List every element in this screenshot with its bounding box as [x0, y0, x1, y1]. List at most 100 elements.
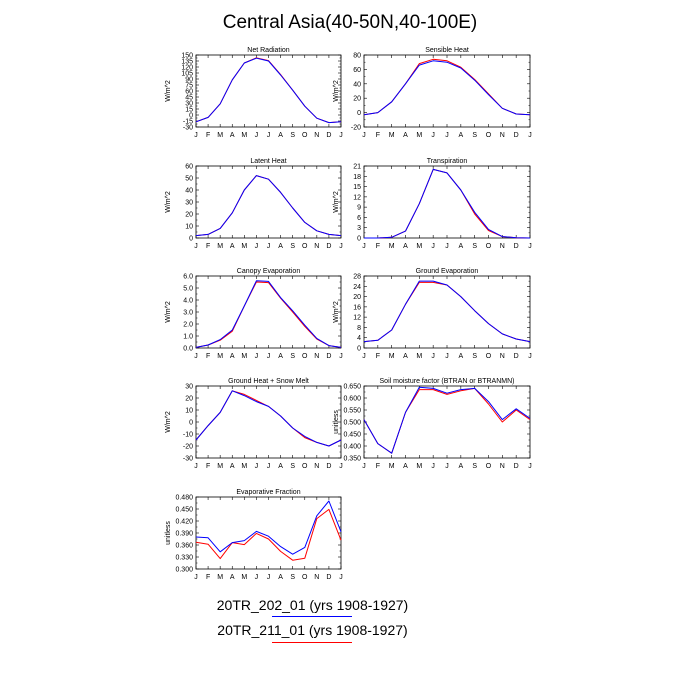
xtick-label: A [278, 132, 283, 139]
xtick-label: N [314, 243, 319, 250]
panel-ylabel-1: W/m^2 [165, 80, 172, 102]
main-title: Central Asia(40-50N,40-100E) [222, 12, 478, 33]
xtick-label: M [241, 463, 247, 470]
xtick-label: J [339, 574, 343, 581]
xtick-label: J [339, 243, 343, 250]
ytick-label: 30 [185, 384, 193, 391]
panel-frame-7 [195, 385, 342, 459]
ytick-label: 75 [185, 83, 193, 90]
ytick-label: 0.390 [175, 531, 193, 538]
xtick-label: J [255, 463, 259, 470]
ytick-label: 0 [357, 110, 361, 117]
panel-title-1: Net Radiation [247, 47, 290, 54]
ytick-label: 2.0 [183, 322, 193, 329]
xtick-label: N [500, 463, 505, 470]
ytick-label: 0.550 [343, 408, 361, 415]
xtick-label: J [362, 353, 366, 360]
xtick-label: J [339, 463, 343, 470]
xtick-label: S [290, 574, 295, 581]
xtick-label: F [206, 243, 210, 250]
ytick-label: 150 [181, 53, 193, 60]
panel-frame-6 [363, 275, 531, 349]
xtick-label: N [314, 574, 319, 581]
panel-7: Ground Heat + Snow Melt W/m^2 -30 -20 -10 0 10… [165, 378, 343, 470]
xtick-label: S [290, 353, 295, 360]
panel-title-9: Evaporative Fraction [236, 489, 300, 496]
series-line-2 [195, 508, 342, 561]
ytick-label: 21 [353, 164, 361, 171]
xtick-label: D [514, 132, 519, 139]
ytick-label: 45 [185, 95, 193, 102]
ytick-label: 0.0 [183, 346, 193, 353]
ytick-label: 0.650 [343, 384, 361, 391]
xtick-label: J [528, 353, 532, 360]
xtick-label: M [241, 574, 247, 581]
ytick-label: 30 [185, 200, 193, 207]
xtick-label: M [416, 132, 422, 139]
xtick-label: F [206, 353, 210, 360]
xtick-label: D [326, 243, 331, 250]
ytick-label: 0.450 [175, 507, 193, 514]
ytick-label: 0.330 [175, 555, 193, 562]
panel-4: Transpiration W/m^2 0 3 6 9 12 15 18 21 J F M A M J J A S O… [333, 158, 532, 250]
series-line-1 [363, 386, 531, 454]
series-line-2 [363, 281, 531, 343]
ytick-label: 0.500 [343, 420, 361, 427]
series-line-1 [195, 280, 342, 348]
panel-title-7: Ground Heat + Snow Melt [228, 378, 309, 385]
series-line-1 [195, 175, 342, 237]
panel-frame-8 [363, 385, 531, 459]
xtick-label: M [241, 132, 247, 139]
xtick-label: O [302, 463, 308, 470]
panel-ylabel-4: W/m^2 [333, 191, 340, 213]
xtick-label: S [472, 463, 477, 470]
ytick-label: 28 [353, 274, 361, 281]
xtick-label: O [486, 463, 492, 470]
xtick-label: M [416, 353, 422, 360]
ytick-label: 50 [185, 176, 193, 183]
panel-title-3: Latent Heat [250, 158, 286, 165]
xtick-label: N [500, 132, 505, 139]
xtick-label: A [230, 574, 235, 581]
xtick-label: J [267, 243, 271, 250]
xtick-label: J [267, 353, 271, 360]
legend-entry-2: 20TR_211_01 (yrs 1908-1927) [0, 622, 625, 638]
ytick-label: 0.600 [343, 396, 361, 403]
xtick-label: J [194, 353, 198, 360]
xtick-label: J [362, 132, 366, 139]
legend-entry-1: 20TR_202_01 (yrs 1908-1927) [0, 597, 625, 613]
xtick-label: J [255, 243, 259, 250]
series-line-1 [195, 390, 342, 447]
panel-ylabel-3: W/m^2 [165, 191, 172, 213]
xtick-label: A [403, 132, 408, 139]
panel-title-2: Sensible Heat [425, 47, 469, 54]
ytick-label: 0 [189, 420, 193, 427]
xtick-label: S [472, 132, 477, 139]
ytick-label: 1.0 [183, 334, 193, 341]
ytick-label: 0.400 [343, 444, 361, 451]
xtick-label: J [194, 463, 198, 470]
xtick-label: M [389, 243, 395, 250]
xtick-label: F [376, 132, 380, 139]
ytick-label: 60 [185, 89, 193, 96]
ytick-label: 0 [189, 236, 193, 243]
ytick-label: 120 [181, 65, 193, 72]
xtick-label: O [302, 132, 308, 139]
panel-frame-1 [195, 54, 342, 128]
xtick-label: J [267, 574, 271, 581]
xtick-label: J [528, 463, 532, 470]
xtick-label: J [445, 353, 449, 360]
panel-frame-4 [363, 165, 531, 239]
xtick-label: O [302, 243, 308, 250]
xtick-label: A [403, 353, 408, 360]
xtick-label: S [290, 243, 295, 250]
series-line-2 [195, 57, 342, 124]
ytick-label: 4 [357, 335, 361, 342]
xtick-label: M [389, 463, 395, 470]
ytick-label: 30 [185, 101, 193, 108]
xtick-label: J [267, 132, 271, 139]
xtick-label: N [314, 132, 319, 139]
xtick-label: A [230, 353, 235, 360]
xtick-label: D [514, 243, 519, 250]
